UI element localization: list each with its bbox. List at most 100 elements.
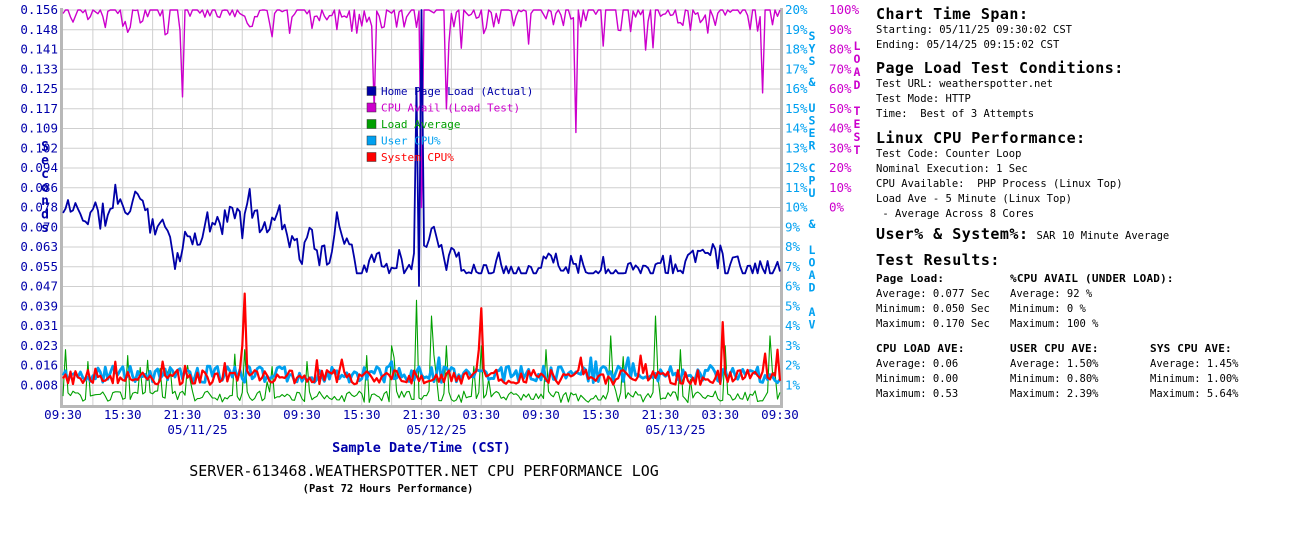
y-right-cpu-title-char: & — [809, 217, 816, 231]
x-date: 05/13/25 — [645, 422, 705, 437]
user-cpu-ave-maximum: Maximum: 2.39% — [1010, 388, 1099, 400]
x-tick: 15:30 — [104, 407, 142, 422]
y-right-cpu-tick: 10% — [785, 200, 808, 215]
y-left-tick: 0.023 — [20, 338, 58, 353]
y-right-cpu-tick: 9% — [785, 219, 801, 234]
y-right-cpu-tick: 8% — [785, 239, 801, 254]
legend-label: Home Page Load (Actual) — [381, 85, 533, 98]
y-right-cpu-tick: 14% — [785, 121, 808, 136]
result-group-cpu-avail: %CPU AVAIL (UNDER LOAD): Average: 92 % M… — [1010, 271, 1174, 332]
y-left-tick: 0.016 — [20, 358, 58, 373]
y-right-loadtest-tick: 100% — [829, 2, 860, 17]
time-span-ending: Ending: 05/14/25 09:15:02 CST — [876, 39, 1060, 51]
chart-time-span-heading: Chart Time Span: — [876, 5, 1029, 23]
chart-legend: Home Page Load (Actual) CPU Avail (Load T… — [366, 85, 533, 164]
cpu-perf-test-code: Test Code: Counter Loop — [876, 148, 1022, 160]
page-load-minimum: Minimum: 0.050 Sec — [876, 303, 990, 315]
series-system-cpu-path — [62, 292, 782, 386]
y-right-loadtest-tick: 60% — [829, 81, 852, 96]
y-right-loadtest-title-char: T — [854, 143, 861, 157]
chart-border — [60, 8, 783, 408]
result-group-user-cpu-ave: USER CPU AVE: Average: 1.50% Minimum: 0.… — [1010, 341, 1099, 402]
test-results-heading: Test Results: — [876, 251, 1000, 269]
y-left-tick: 0.063 — [20, 239, 58, 254]
y-right-cpu-tick: 1% — [785, 377, 801, 392]
legend-swatch-icon — [366, 102, 377, 113]
legend-swatch-icon — [366, 135, 377, 146]
x-tick: 09:30 — [44, 407, 82, 422]
condition-time: Time: Best of 3 Attempts — [876, 108, 1035, 120]
y-left-title-char: e — [41, 154, 49, 169]
y-right-loadtest-title-char: T — [854, 104, 861, 118]
y-right-cpu-title-char: L — [809, 243, 816, 257]
cpu-perf-heading: Linux CPU Performance: — [876, 129, 1086, 147]
x-tick: 09:30 — [761, 407, 799, 422]
series-system-cpu-line — [62, 292, 782, 386]
result-group-sys-cpu-ave: SYS CPU AVE: Average: 1.45% Minimum: 1.0… — [1150, 341, 1239, 402]
y-right-cpu-title-char: S — [809, 29, 816, 43]
y-right-cpu-title-char: A — [809, 268, 816, 282]
y-right-loadtest-title-char: O — [854, 52, 861, 66]
y-left-tick: 0.117 — [20, 101, 58, 116]
y-right-cpu-tick: 11% — [785, 180, 808, 195]
x-tick: 09:30 — [522, 407, 560, 422]
y-right-loadtest-tick: 50% — [829, 101, 852, 116]
condition-test-mode: Test Mode: HTTP — [876, 93, 971, 105]
y-right-loadtest-tick: 0% — [829, 200, 845, 215]
y-right-cpu-tick: 19% — [785, 22, 808, 37]
y-left-title-char: d — [41, 208, 49, 223]
y-right-cpu-tick: 15% — [785, 101, 808, 116]
y-right-cpu-tick: 4% — [785, 318, 801, 333]
y-right-cpu-title-char: P — [809, 174, 816, 188]
y-left-tick: 0.070 — [20, 219, 58, 234]
result-group-cpu-load-ave: CPU LOAD AVE: Average: 0.06 Minimum: 0.0… — [876, 341, 965, 402]
cpu-perf-nominal-execution: Nominal Execution: 1 Sec — [876, 163, 1028, 175]
cpu-avail-average: Average: 92 % — [1010, 288, 1093, 300]
user-system-note: SAR 10 Minute Average — [1036, 230, 1170, 242]
condition-test-url: Test URL: weatherspotter.net — [876, 78, 1054, 90]
y-left-tick: 0.156 — [20, 2, 58, 17]
y-left-title-char: S — [41, 140, 49, 155]
time-span-starting: Starting: 05/11/25 09:30:02 CST — [876, 24, 1072, 36]
y-left-tick: 0.148 — [20, 22, 58, 37]
series-cpu-avail-path — [62, 9, 781, 209]
x-axis-labels: 09:30 15:30 21:30 03:30 09:30 15:30 21:30 03:30… — [44, 407, 799, 422]
y-left-tick: 0.102 — [20, 140, 58, 155]
x-date: 05/11/25 — [167, 422, 227, 437]
y-left-tick: 0.055 — [20, 259, 58, 274]
y-left-title-char: s — [41, 221, 49, 236]
x-axis-date-labels: 05/11/25 05/12/25 05/13/25 — [167, 422, 705, 437]
cpu-load-ave-heading: CPU LOAD AVE: — [876, 342, 965, 355]
cpu-performance-chart: 0.008 0.016 0.023 0.031 0.039 0.047 0.055 0.063… — [20, 2, 861, 495]
y-left-tick: 0.086 — [20, 180, 58, 195]
y-right-cpu-tick: 6% — [785, 279, 801, 294]
y-right-cpu-tick: 16% — [785, 81, 808, 96]
x-tick: 15:30 — [582, 407, 620, 422]
y-axis-right-loadtest-labels: 0% 10% 20% 30% 40% 50% 60% 70% 80% 90% 100% — [829, 2, 860, 215]
page-load-maximum: Maximum: 0.170 Sec — [876, 318, 990, 330]
y-right-loadtest-tick: 70% — [829, 61, 852, 76]
y-right-cpu-title-char: Y — [809, 42, 816, 56]
chart-title-text: SERVER-613468.WEATHERSPOTTER.NET CPU PER… — [189, 462, 659, 480]
x-tick: 15:30 — [343, 407, 381, 422]
series-home-page-load-line — [62, 9, 781, 287]
y-right-cpu-title-char: U — [809, 186, 816, 200]
cpu-load-ave-minimum: Minimum: 0.00 — [876, 373, 959, 385]
x-tick: 03:30 — [462, 407, 500, 422]
legend-swatch-icon — [366, 86, 377, 96]
section-user-system: User% & System%: SAR 10 Minute Average — [876, 226, 1169, 244]
y-right-loadtest-title-char: S — [854, 130, 861, 144]
y-left-tick: 0.031 — [20, 318, 58, 333]
y-right-cpu-tick: 3% — [785, 338, 801, 353]
y-left-tick: 0.008 — [20, 377, 58, 392]
user-cpu-ave-minimum: Minimum: 0.80% — [1010, 373, 1099, 385]
y-left-tick: 0.039 — [20, 298, 58, 313]
section-page-load-test-conditions: Page Load Test Conditions: Test URL: wea… — [876, 60, 1124, 122]
x-date: 05/12/25 — [406, 422, 466, 437]
y-right-cpu-title-char: U — [809, 101, 816, 115]
cpu-avail-minimum: Minimum: 0 % — [1010, 303, 1086, 315]
